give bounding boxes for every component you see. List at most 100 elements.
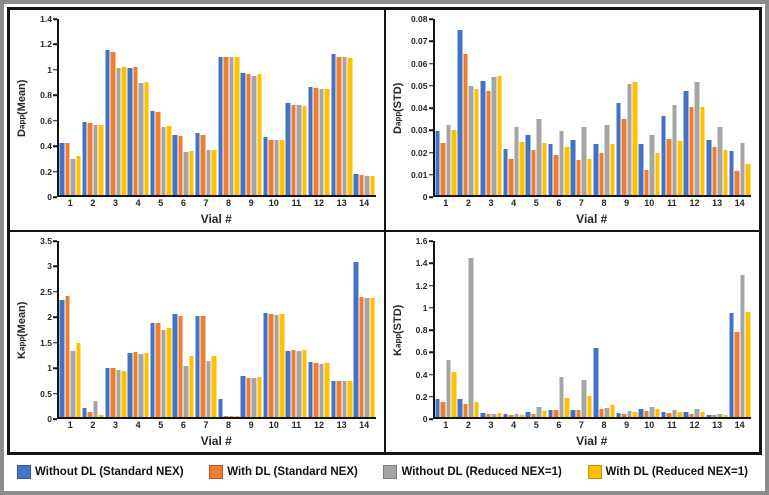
y-tick-mark	[428, 396, 433, 398]
legend-label: Without DL (Reduced NEX=1)	[401, 465, 562, 478]
y-tick-label: 0.06	[410, 58, 428, 69]
bar	[144, 353, 149, 417]
bar	[655, 408, 660, 417]
legend-swatch-blue-icon	[17, 464, 31, 479]
bar-group-vial-8	[593, 19, 615, 195]
bar	[435, 399, 440, 417]
plot-region: 1 2 3 4 5 6 7 8 9 10 11 12 13 14	[432, 241, 751, 430]
bar	[616, 102, 621, 195]
bar	[324, 89, 330, 195]
bar	[474, 402, 479, 417]
bar-group-vial-2	[457, 19, 479, 195]
bar	[689, 413, 694, 417]
bar	[172, 314, 178, 417]
bar	[218, 399, 223, 417]
bar	[98, 124, 104, 195]
bar	[257, 376, 262, 417]
bar	[206, 361, 211, 417]
bar-group-vial-1	[59, 241, 81, 417]
legend-item-without-dl-reduced: Without DL (Reduced NEX=1)	[383, 464, 562, 479]
bar	[661, 115, 666, 195]
bar	[336, 56, 342, 195]
bar	[734, 170, 740, 195]
y-tick-label: 0.2	[40, 166, 52, 177]
x-tick-label: 12	[313, 198, 324, 208]
y-tick-label: 1.2	[40, 39, 52, 50]
bar	[166, 328, 172, 417]
bar-group-vial-14	[729, 19, 751, 195]
bar	[508, 158, 514, 195]
bar	[218, 56, 223, 195]
y-tick-label: 2	[47, 312, 52, 323]
bar-group-vial-11	[661, 19, 683, 195]
bar	[717, 126, 723, 195]
bar	[559, 377, 564, 417]
bar	[649, 134, 655, 195]
bar	[274, 139, 279, 195]
y-tick-mark	[53, 240, 57, 242]
bar	[183, 152, 189, 195]
bar	[110, 367, 116, 417]
x-tick-label: 14	[359, 420, 370, 430]
bar	[497, 76, 502, 195]
bar-group-vial-9	[240, 241, 262, 417]
bar-group-vial-13	[706, 241, 728, 417]
bar	[729, 151, 734, 195]
bar	[234, 56, 240, 195]
bar	[610, 405, 615, 417]
x-tick-label: 12	[689, 420, 700, 430]
bar	[700, 412, 705, 417]
bar	[138, 83, 144, 195]
y-tick-label: 2.5	[40, 286, 52, 297]
y-tick-mark	[53, 316, 57, 319]
bar	[616, 413, 621, 417]
bar-group-vial-12	[308, 241, 330, 417]
bar	[251, 377, 257, 417]
bar	[599, 408, 604, 417]
y-tick-mark	[428, 307, 433, 309]
bar	[353, 262, 359, 417]
bar-group-vial-11	[661, 241, 683, 417]
y-tick-mark	[53, 291, 57, 293]
bar	[211, 355, 217, 417]
x-tick-label: 1	[67, 198, 73, 208]
bar-group-vial-7	[195, 241, 217, 417]
legend-item-with-dl-standard: With DL (Standard NEX)	[209, 464, 358, 479]
x-tick-label: 4	[135, 198, 141, 208]
bar	[576, 159, 581, 195]
bar	[234, 415, 240, 417]
bar	[161, 330, 166, 417]
bar	[263, 313, 268, 417]
legend-label: Without DL (Standard NEX)	[35, 465, 184, 478]
bar	[514, 413, 519, 417]
y-tick-mark	[428, 418, 433, 420]
bar	[468, 257, 474, 417]
bar-group-vial-2	[457, 241, 479, 417]
y-tick-mark	[53, 418, 57, 420]
bar-group-vial-9	[616, 19, 638, 195]
bar	[666, 138, 672, 195]
bar	[723, 415, 728, 417]
bar	[246, 377, 251, 417]
bar	[302, 105, 307, 195]
bar-group-vial-6	[172, 19, 194, 195]
y-tick-label: 0.4	[40, 141, 52, 152]
legend-swatch-gray-icon	[383, 464, 398, 479]
bar	[279, 139, 285, 195]
bar	[503, 148, 508, 195]
bar	[638, 408, 644, 417]
bar	[70, 350, 76, 417]
plot-region: 1 2 3 4 5 6 7 8 9 10 11 12 13 14	[432, 19, 751, 208]
bar-group-vial-14	[353, 241, 375, 417]
bar	[195, 133, 200, 195]
bar	[364, 176, 370, 195]
bar	[155, 112, 161, 195]
bar-group-vial-3	[480, 19, 502, 195]
bar	[127, 352, 133, 417]
bar	[93, 124, 98, 195]
bar	[200, 315, 206, 417]
x-tick-label: 9	[248, 198, 254, 208]
bar	[172, 134, 178, 195]
